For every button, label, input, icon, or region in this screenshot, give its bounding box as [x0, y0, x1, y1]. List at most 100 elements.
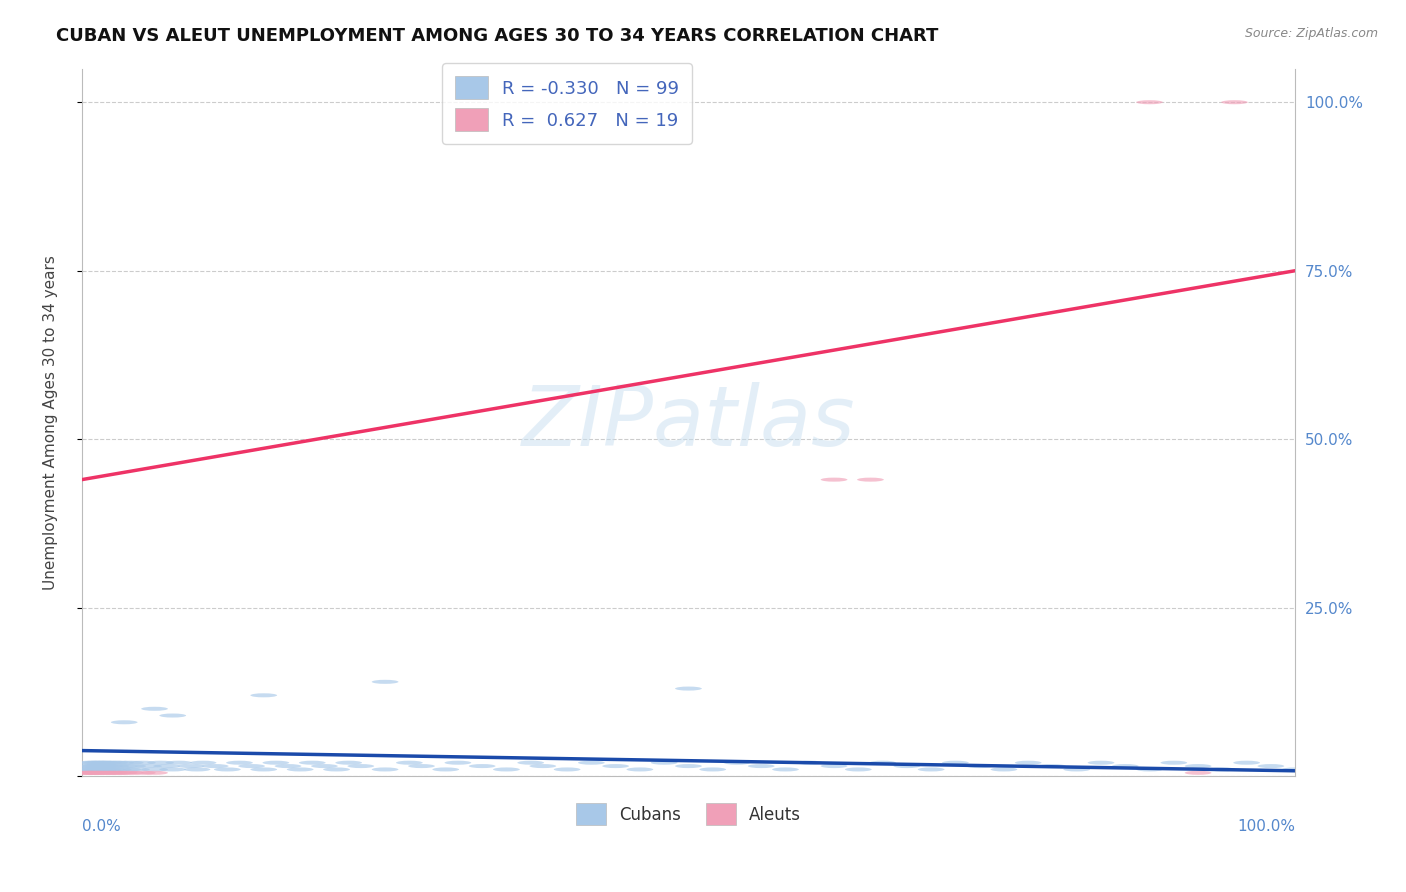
Ellipse shape: [347, 764, 374, 768]
Ellipse shape: [107, 761, 134, 764]
Ellipse shape: [122, 767, 149, 772]
Ellipse shape: [323, 767, 350, 772]
Text: 100.0%: 100.0%: [1237, 819, 1295, 834]
Y-axis label: Unemployment Among Ages 30 to 34 years: Unemployment Among Ages 30 to 34 years: [44, 255, 58, 590]
Ellipse shape: [287, 767, 314, 772]
Ellipse shape: [87, 761, 114, 764]
Ellipse shape: [966, 764, 993, 768]
Ellipse shape: [250, 693, 277, 698]
Ellipse shape: [94, 767, 121, 772]
Ellipse shape: [772, 767, 799, 772]
Ellipse shape: [1039, 764, 1066, 768]
Text: Source: ZipAtlas.com: Source: ZipAtlas.com: [1244, 27, 1378, 40]
Ellipse shape: [96, 764, 122, 768]
Ellipse shape: [83, 767, 110, 772]
Ellipse shape: [79, 767, 105, 772]
Ellipse shape: [159, 714, 186, 717]
Ellipse shape: [93, 764, 120, 768]
Ellipse shape: [141, 767, 167, 772]
Ellipse shape: [263, 761, 290, 764]
Ellipse shape: [444, 761, 471, 764]
Ellipse shape: [72, 771, 98, 775]
Ellipse shape: [77, 761, 104, 764]
Ellipse shape: [101, 771, 128, 775]
Ellipse shape: [651, 761, 678, 764]
Ellipse shape: [250, 767, 277, 772]
Ellipse shape: [1209, 767, 1236, 772]
Ellipse shape: [76, 767, 103, 772]
Ellipse shape: [1222, 100, 1249, 104]
Text: ZIPatlas: ZIPatlas: [522, 382, 855, 463]
Ellipse shape: [396, 761, 423, 764]
Ellipse shape: [274, 764, 301, 768]
Ellipse shape: [1185, 764, 1212, 768]
Ellipse shape: [98, 767, 125, 772]
Ellipse shape: [96, 761, 122, 764]
Ellipse shape: [238, 764, 264, 768]
Ellipse shape: [336, 761, 361, 764]
Ellipse shape: [159, 767, 186, 772]
Ellipse shape: [1136, 767, 1163, 772]
Ellipse shape: [1015, 761, 1042, 764]
Ellipse shape: [371, 680, 398, 684]
Ellipse shape: [141, 771, 167, 775]
Ellipse shape: [517, 761, 544, 764]
Ellipse shape: [184, 767, 211, 772]
Ellipse shape: [91, 761, 118, 764]
Ellipse shape: [226, 761, 253, 764]
Ellipse shape: [80, 771, 107, 775]
Ellipse shape: [105, 771, 132, 775]
Ellipse shape: [105, 767, 132, 772]
Ellipse shape: [845, 767, 872, 772]
Ellipse shape: [894, 764, 920, 768]
Ellipse shape: [858, 477, 884, 482]
Ellipse shape: [86, 764, 112, 768]
Ellipse shape: [918, 767, 945, 772]
Ellipse shape: [991, 767, 1018, 772]
Ellipse shape: [148, 761, 174, 764]
Ellipse shape: [724, 761, 751, 764]
Ellipse shape: [299, 761, 326, 764]
Ellipse shape: [821, 764, 848, 768]
Ellipse shape: [554, 767, 581, 772]
Ellipse shape: [111, 764, 138, 768]
Ellipse shape: [578, 761, 605, 764]
Ellipse shape: [79, 764, 105, 768]
Ellipse shape: [1160, 761, 1187, 764]
Text: 0.0%: 0.0%: [82, 819, 121, 834]
Ellipse shape: [82, 764, 108, 768]
Ellipse shape: [89, 764, 115, 768]
Ellipse shape: [141, 706, 167, 711]
Ellipse shape: [530, 764, 557, 768]
Ellipse shape: [75, 764, 101, 768]
Ellipse shape: [1063, 767, 1090, 772]
Ellipse shape: [166, 761, 193, 764]
Text: CUBAN VS ALEUT UNEMPLOYMENT AMONG AGES 30 TO 34 YEARS CORRELATION CHART: CUBAN VS ALEUT UNEMPLOYMENT AMONG AGES 3…: [56, 27, 939, 45]
Ellipse shape: [80, 761, 107, 764]
Ellipse shape: [79, 771, 105, 775]
Ellipse shape: [602, 764, 628, 768]
Ellipse shape: [101, 761, 128, 764]
Ellipse shape: [796, 761, 823, 764]
Ellipse shape: [190, 761, 217, 764]
Ellipse shape: [84, 771, 111, 775]
Ellipse shape: [111, 771, 138, 775]
Ellipse shape: [494, 767, 520, 772]
Ellipse shape: [72, 767, 98, 772]
Ellipse shape: [408, 764, 434, 768]
Ellipse shape: [433, 767, 460, 772]
Ellipse shape: [311, 764, 337, 768]
Ellipse shape: [699, 767, 725, 772]
Ellipse shape: [202, 764, 229, 768]
Ellipse shape: [942, 761, 969, 764]
Ellipse shape: [93, 771, 120, 775]
Ellipse shape: [1136, 100, 1163, 104]
Ellipse shape: [117, 761, 143, 764]
Ellipse shape: [1282, 767, 1309, 772]
Ellipse shape: [627, 767, 654, 772]
Ellipse shape: [103, 764, 129, 768]
Ellipse shape: [675, 764, 702, 768]
Ellipse shape: [468, 764, 495, 768]
Ellipse shape: [177, 764, 204, 768]
Ellipse shape: [75, 771, 101, 775]
